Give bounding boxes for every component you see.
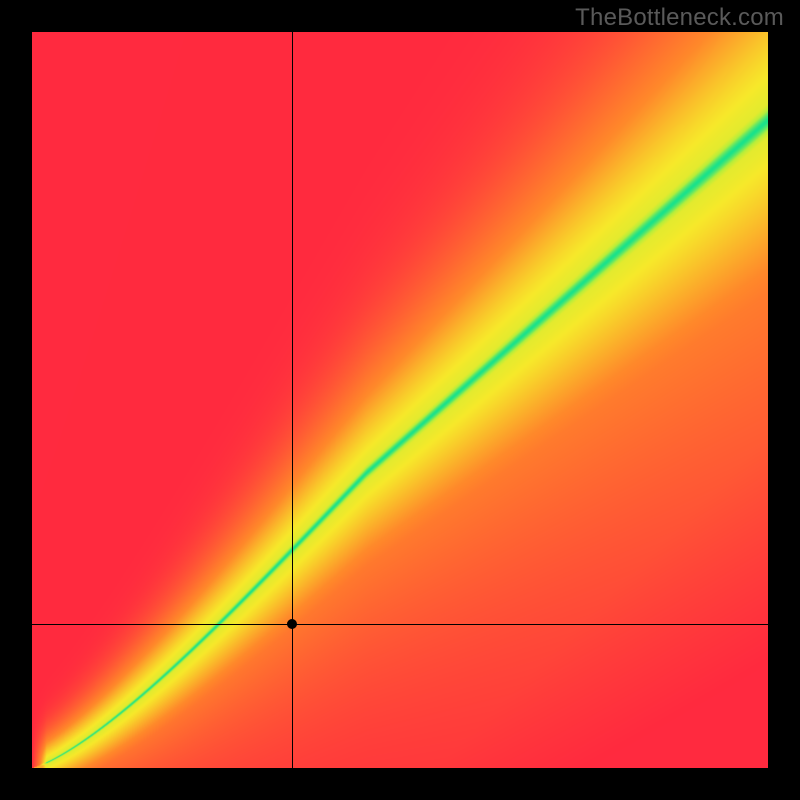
watermark-text: TheBottleneck.com	[575, 4, 784, 32]
crosshair-horizontal-line	[32, 624, 768, 625]
heatmap-plot	[32, 32, 768, 768]
crosshair-marker-dot	[287, 619, 297, 629]
heatmap-canvas	[32, 32, 768, 768]
crosshair-vertical-line	[292, 32, 293, 768]
